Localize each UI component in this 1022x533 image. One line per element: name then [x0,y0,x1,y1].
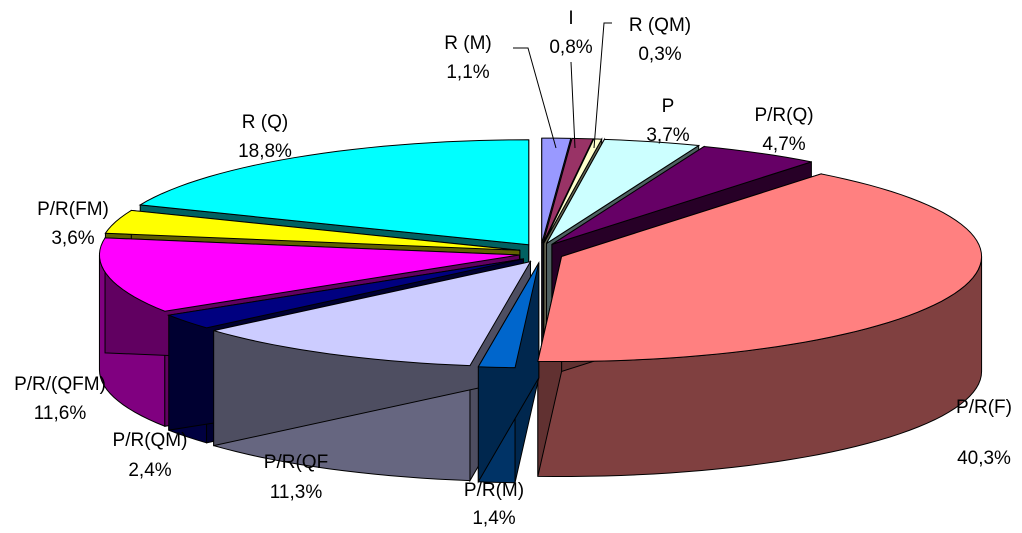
slice-p-r-qf [213,260,532,367]
leader-r-qm [593,22,612,149]
label-p-value: 3,7% [646,125,689,146]
label-pr-m-name: P/R(M) [464,480,524,501]
slice-p-r-q [551,146,812,245]
slice-i [542,137,594,244]
label-i-name: I [568,8,573,29]
slice-r-q [138,139,530,246]
label-r-m-value: 1,1% [446,62,489,83]
slice-p-r-qfm [98,237,520,312]
slice-p-r-f [537,173,983,362]
label-pr-f-name: P/R(F) [956,397,1012,418]
slice-r-m [541,137,572,244]
label-pr-q-value: 4,7% [762,134,805,155]
slice-p [546,138,701,244]
label-pr-qf-name: P/R(QF [264,452,328,473]
label-pr-qm-name: P/R(QM) [113,430,188,451]
label-pr-m-value: 1,4% [472,508,515,529]
leader-lines [513,22,612,149]
label-pr-q-name: P/R(Q) [754,105,813,126]
label-r-q-value: 18,8% [238,141,292,162]
label-r-qm-name: R (QM) [629,15,691,36]
slice-r-qm [543,138,603,244]
slice-labels: R (M) 1,1% I 0,8% R (QM) 0,3% P 3,7% P/R… [14,8,1012,529]
label-pr-qm-value: 2,4% [128,460,171,481]
label-r-m-name: R (M) [444,33,491,54]
label-r-q-name: R (Q) [242,112,288,133]
label-pr-qfm-value: 11,6% [34,403,87,424]
label-pr-fm-name: P/R(FM) [37,199,109,220]
label-pr-qfm-name: P/R/(QFM) [14,374,106,395]
label-r-qm-value: 0,3% [638,44,681,65]
label-p-name: P [662,96,675,117]
label-pr-f-value: 40,3% [957,448,1011,469]
slice-p-r-qm [166,258,524,329]
label-pr-qf-value: 11,3% [270,482,323,503]
leader-i [570,61,576,149]
slice-p-r-m [477,262,540,369]
leader-r-m [513,47,557,149]
slice-p-r-fm [104,209,520,251]
label-pr-fm-value: 3,6% [51,228,94,249]
label-i-value: 0,8% [549,37,592,58]
pie-tops [98,137,983,369]
